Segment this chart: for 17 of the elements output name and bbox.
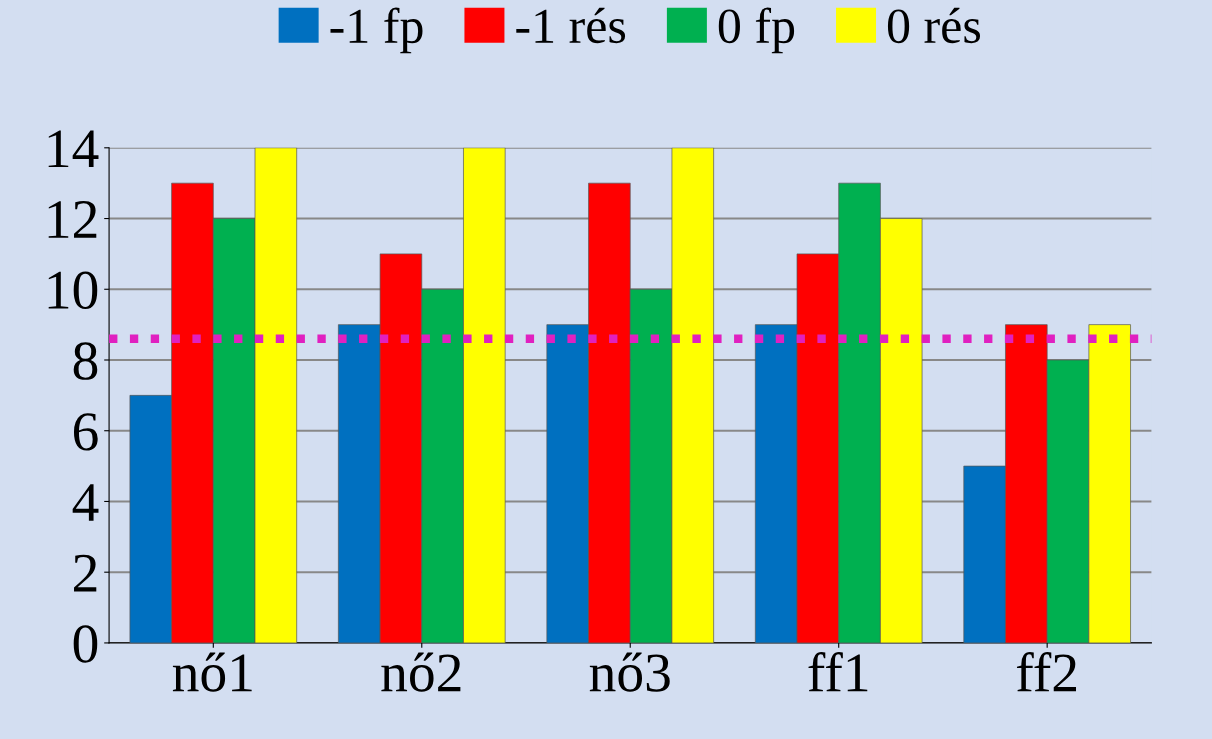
y-tick-label: 14 [48,130,99,168]
x-tick-label: nő1 [172,652,252,692]
y-tick-label: 0 [73,625,98,663]
x-tick-label: ff2 [1016,652,1077,692]
y-tick-label: 8 [73,342,98,380]
legend-label: 0 rés [887,7,981,44]
legend-label: -1 fp [330,7,423,54]
y-tick-label: 10 [48,271,98,310]
y-tick-label: 4 [72,484,99,521]
legend-label: -1 rés [516,7,626,44]
x-tick-label: ff1 [808,652,868,692]
x-tick-label: nő2 [381,652,461,692]
y-tick-label: 6 [73,413,98,451]
x-tick-label: nő3 [589,652,670,692]
y-tick-label: 12 [48,201,97,238]
y-tick-label: 2 [74,554,97,592]
legend-label: 0 fp [718,7,795,54]
